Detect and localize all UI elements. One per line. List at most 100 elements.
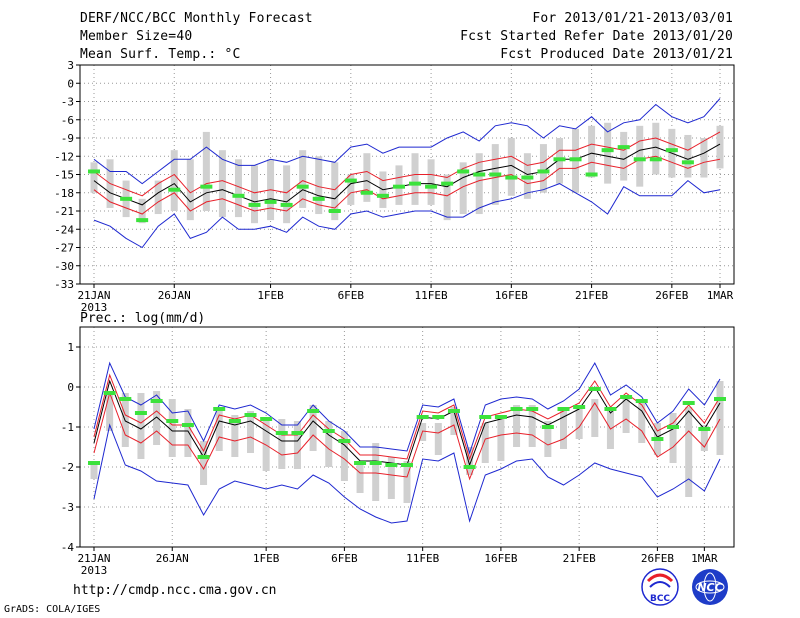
observed-marker: [385, 463, 398, 467]
observed-marker: [489, 172, 502, 177]
spread-bar: [700, 138, 708, 178]
y-tick-label: -30: [54, 260, 74, 273]
plot-frame: [79, 64, 735, 285]
series-maximum: [93, 98, 721, 185]
y-tick-label: -12: [54, 150, 74, 163]
spread-bar: [481, 423, 489, 463]
spread-bar: [622, 397, 630, 433]
x-tick-label: 16FEB: [495, 289, 528, 302]
x-tick-label: 16FEB: [484, 552, 517, 565]
y-tick-label: -18: [54, 187, 74, 200]
spread-bar: [90, 162, 98, 193]
spread-bar: [513, 405, 521, 447]
variable-label-temp: Mean Surf. Temp.: °C: [80, 47, 241, 62]
fcst-produced-date: Fcst Produced Date 2013/01/21: [500, 47, 733, 62]
spread-bar: [685, 407, 693, 497]
series-maximum: [93, 361, 721, 455]
y-tick-label: -4: [61, 541, 75, 554]
observed-marker: [213, 407, 226, 411]
observed-marker: [441, 181, 454, 186]
spread-bar: [716, 381, 724, 455]
spread-bar: [278, 419, 286, 469]
spread-bar: [347, 174, 355, 205]
observed-marker: [682, 401, 695, 405]
source-url[interactable]: http://cmdp.ncc.cma.gov.cn: [73, 583, 277, 598]
observed-marker: [649, 157, 662, 162]
spread-bar: [283, 165, 291, 224]
observed-marker: [296, 184, 309, 189]
observed-marker: [633, 157, 646, 162]
observed-marker: [168, 187, 181, 192]
y-tick-label: -6: [61, 114, 74, 127]
spread-bar: [604, 122, 612, 184]
spread-bar: [716, 125, 724, 169]
observed-marker: [457, 169, 470, 174]
spread-bar: [700, 425, 708, 451]
spread-bar: [466, 447, 474, 475]
observed-marker: [510, 407, 523, 411]
series-upper-spread: [93, 373, 721, 461]
observed-marker: [601, 148, 614, 153]
member-size: Member Size=40: [80, 29, 193, 44]
x-tick-label: 1MAR: [691, 552, 718, 565]
observed-marker: [479, 415, 492, 419]
observed-marker: [585, 172, 598, 177]
spread-bar: [387, 457, 395, 499]
y-tick-label: 1: [67, 341, 74, 354]
observed-marker: [150, 399, 163, 403]
observed-marker: [200, 184, 213, 189]
spread-bar: [356, 461, 364, 493]
observed-marker: [557, 407, 570, 411]
spread-bar: [153, 391, 161, 445]
observed-marker: [588, 387, 601, 391]
spread-bar: [450, 407, 458, 435]
spread-bar: [638, 401, 646, 443]
observed-marker: [401, 463, 413, 467]
observed-marker: [228, 419, 241, 423]
series-upper-spread: [93, 131, 721, 197]
spread-bar: [299, 150, 307, 208]
spread-bar: [215, 409, 223, 451]
observed-marker: [244, 413, 257, 417]
spread-bar: [411, 153, 419, 205]
spread-bar: [372, 443, 380, 501]
observed-marker: [526, 407, 539, 411]
spread-bar: [363, 153, 371, 202]
spread-bar: [669, 413, 677, 463]
observed-marker: [447, 409, 460, 413]
spread-bar: [218, 150, 226, 218]
y-tick-label: 3: [67, 59, 74, 72]
observed-marker: [425, 184, 438, 189]
spread-bar: [200, 441, 208, 485]
spread-bar: [507, 138, 515, 196]
observed-marker: [248, 202, 261, 207]
x-tick-label: 11FEB: [406, 552, 439, 565]
observed-marker: [665, 148, 678, 153]
observed-marker: [280, 202, 293, 207]
x-tick-label: 21JAN: [77, 289, 110, 302]
observed-marker: [134, 411, 147, 415]
spread-bar: [315, 156, 323, 215]
observed-marker: [494, 415, 507, 419]
series-minimum: [93, 423, 721, 524]
observed-marker: [197, 455, 210, 459]
spread-bar: [137, 393, 145, 459]
ncc-logo: NCC: [692, 569, 728, 605]
x-tick-label: 1FEB: [257, 289, 284, 302]
spread-bar: [234, 159, 242, 218]
x-tick-label: 1FEB: [253, 552, 280, 565]
observed-marker: [569, 157, 582, 162]
spread-bar: [443, 174, 451, 221]
spread-bar: [427, 159, 435, 205]
grads-credit: GrADS: COLA/IGES: [4, 604, 101, 615]
observed-marker: [103, 391, 116, 395]
spread-bar: [475, 153, 483, 215]
observed-marker: [344, 178, 357, 183]
spread-bar: [331, 162, 339, 221]
y-tick-label: -3: [61, 501, 74, 514]
y-tick-label: -3: [61, 96, 74, 109]
observed-marker: [354, 461, 367, 465]
observed-marker: [120, 196, 133, 201]
observed-marker: [307, 409, 320, 413]
